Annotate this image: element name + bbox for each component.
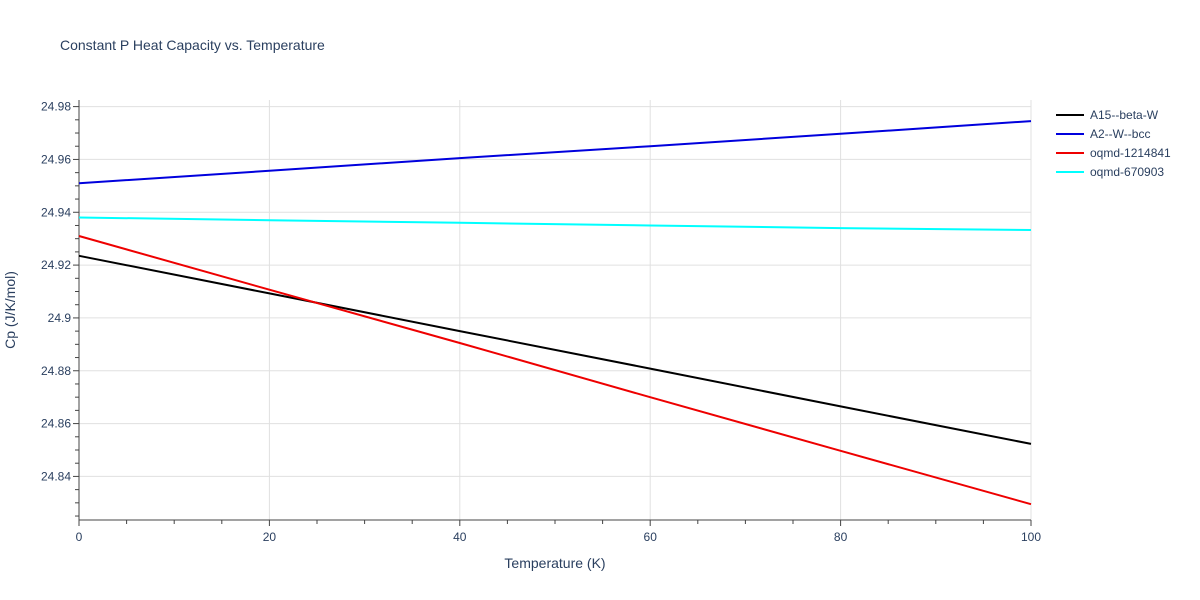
chart-title: Constant P Heat Capacity vs. Temperature <box>60 37 325 53</box>
x-tick-label: 80 <box>834 530 848 544</box>
x-tick-label: 100 <box>1021 530 1041 544</box>
x-tick-label: 20 <box>263 530 277 544</box>
y-tick-label: 24.88 <box>41 364 71 378</box>
y-tick-label: 24.9 <box>48 311 72 325</box>
grid <box>79 100 1032 520</box>
axes: 0 20 40 60 80 100 24.84 24.86 24.88 24.9 24.92 24.9… <box>41 100 1041 544</box>
y-tick-label: 24.92 <box>41 258 71 272</box>
x-tick-label: 60 <box>644 530 658 544</box>
series-line-a15-beta-w <box>78 254 1032 445</box>
series-lines <box>78 120 1032 506</box>
y-axis-title: Cp (J/K/mol) <box>2 271 18 349</box>
x-axis-title: Temperature (K) <box>504 555 605 571</box>
series-line-oqmd-1214841 <box>78 235 1032 506</box>
y-tick-label: 24.96 <box>41 152 71 166</box>
series-line-a2-w-bcc <box>78 120 1032 185</box>
y-tick-label: 24.94 <box>41 205 71 219</box>
legend-label-oqmd-1214841: oqmd-1214841 <box>1090 146 1171 160</box>
x-tick-label: 40 <box>453 530 467 544</box>
legend-label-a2-w-bcc: A2--W--bcc <box>1090 127 1150 141</box>
legend-label-oqmd-670903: oqmd-670903 <box>1090 165 1164 179</box>
series-line-oqmd-670903 <box>78 216 1032 231</box>
x-tick-label: 0 <box>76 530 83 544</box>
y-tick-label: 24.86 <box>41 417 71 431</box>
y-tick-label: 24.84 <box>41 469 71 483</box>
legend: A15--beta-W A2--W--bcc oqmd-1214841 oqmd-67… <box>1056 108 1171 179</box>
legend-label-a15-beta-w: A15--beta-W <box>1090 108 1159 122</box>
y-tick-label: 24.98 <box>41 100 71 114</box>
